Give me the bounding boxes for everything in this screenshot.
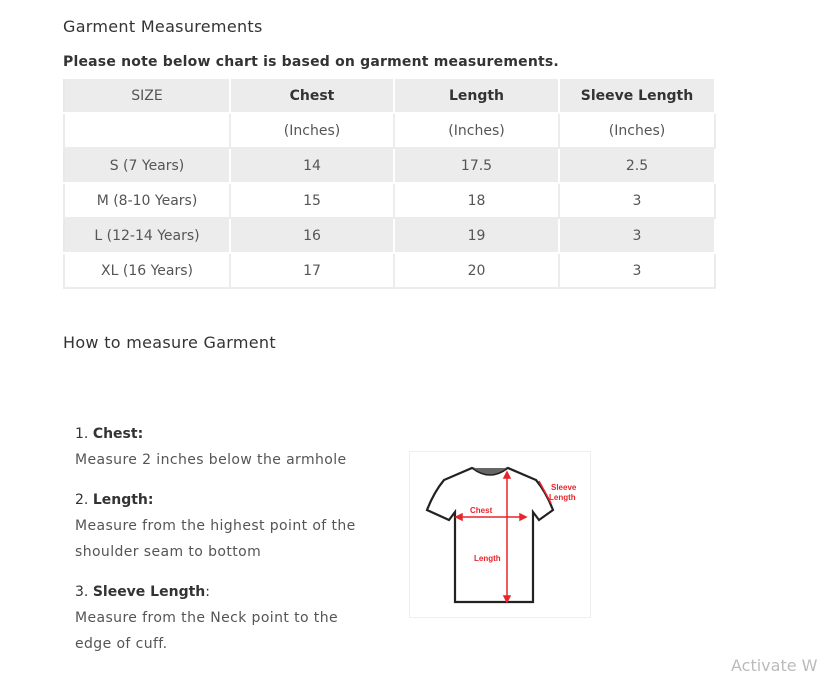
- desc-line: edge of cuff.: [75, 636, 168, 652]
- length-cell: 19: [393, 217, 560, 254]
- table-header-row: SIZE Chest Length Sleeve Length: [63, 77, 716, 114]
- unit-cell: (Inches): [558, 112, 716, 149]
- tshirt-icon: Chest Length Sleeve Length: [425, 466, 577, 604]
- how-to-heading: How to measure Garment: [63, 333, 276, 352]
- activate-windows-watermark: Activate W: [731, 656, 818, 675]
- chest-cell: 17: [229, 252, 395, 289]
- step-number: 1.: [75, 426, 89, 442]
- table-row: S (7 Years) 14 17.5 2.5: [63, 147, 716, 184]
- length-cell: 18: [393, 182, 560, 219]
- chest-cell: 15: [229, 182, 395, 219]
- diagram-label-length: Length: [474, 554, 501, 563]
- unit-cell: (Inches): [393, 112, 560, 149]
- step-suffix: :: [205, 584, 210, 600]
- table-row: M (8-10 Years) 15 18 3: [63, 182, 716, 219]
- header-length: Length: [393, 77, 560, 114]
- desc-line: Measure from the highest point of the: [75, 518, 356, 534]
- size-cell: S (7 Years): [63, 147, 231, 184]
- units-row: (Inches) (Inches) (Inches): [63, 112, 716, 149]
- unit-cell: [63, 112, 231, 149]
- chest-cell: 14: [229, 147, 395, 184]
- sleeve-cell: 3: [558, 217, 716, 254]
- header-chest: Chest: [229, 77, 395, 114]
- size-cell: M (8-10 Years): [63, 182, 231, 219]
- unit-cell: (Inches): [229, 112, 395, 149]
- diagram-label-chest: Chest: [470, 506, 493, 515]
- page-title: Garment Measurements: [63, 17, 263, 36]
- diagram-label-sleeve: Sleeve: [551, 483, 577, 492]
- step-sleeve-desc: Measure from the Neck point to the edge …: [75, 605, 338, 657]
- sleeve-cell: 2.5: [558, 147, 716, 184]
- length-cell: 17.5: [393, 147, 560, 184]
- table-row: L (12-14 Years) 16 19 3: [63, 217, 716, 254]
- step-length-desc: Measure from the highest point of the sh…: [75, 513, 356, 565]
- step-length: 2. Length:: [75, 492, 153, 508]
- step-sleeve: 3. Sleeve Length:: [75, 584, 210, 600]
- desc-line: Measure from the Neck point to the: [75, 610, 338, 626]
- step-label: Length:: [92, 492, 154, 508]
- step-label: Sleeve Length: [92, 584, 206, 600]
- desc-line: Measure 2 inches below the armhole: [75, 452, 347, 468]
- header-sleeve-length: Sleeve Length: [558, 77, 716, 114]
- step-chest-desc: Measure 2 inches below the armhole: [75, 447, 347, 473]
- size-cell: XL (16 Years): [63, 252, 231, 289]
- length-cell: 20: [393, 252, 560, 289]
- step-number: 2.: [75, 492, 89, 508]
- chest-cell: 16: [229, 217, 395, 254]
- step-label: Chest:: [92, 426, 144, 442]
- diagram-label-sleeve-length: Length: [549, 493, 576, 502]
- desc-line: shoulder seam to bottom: [75, 544, 262, 560]
- table-row: XL (16 Years) 17 20 3: [63, 252, 716, 289]
- step-number: 3.: [75, 584, 89, 600]
- tshirt-measure-diagram: Chest Length Sleeve Length: [409, 451, 591, 618]
- size-chart-table: SIZE Chest Length Sleeve Length (Inches)…: [63, 77, 716, 289]
- step-chest: 1. Chest:: [75, 426, 143, 442]
- sleeve-cell: 3: [558, 182, 716, 219]
- size-cell: L (12-14 Years): [63, 217, 231, 254]
- chart-note: Please note below chart is based on garm…: [63, 54, 559, 70]
- header-size: SIZE: [63, 77, 231, 114]
- sleeve-cell: 3: [558, 252, 716, 289]
